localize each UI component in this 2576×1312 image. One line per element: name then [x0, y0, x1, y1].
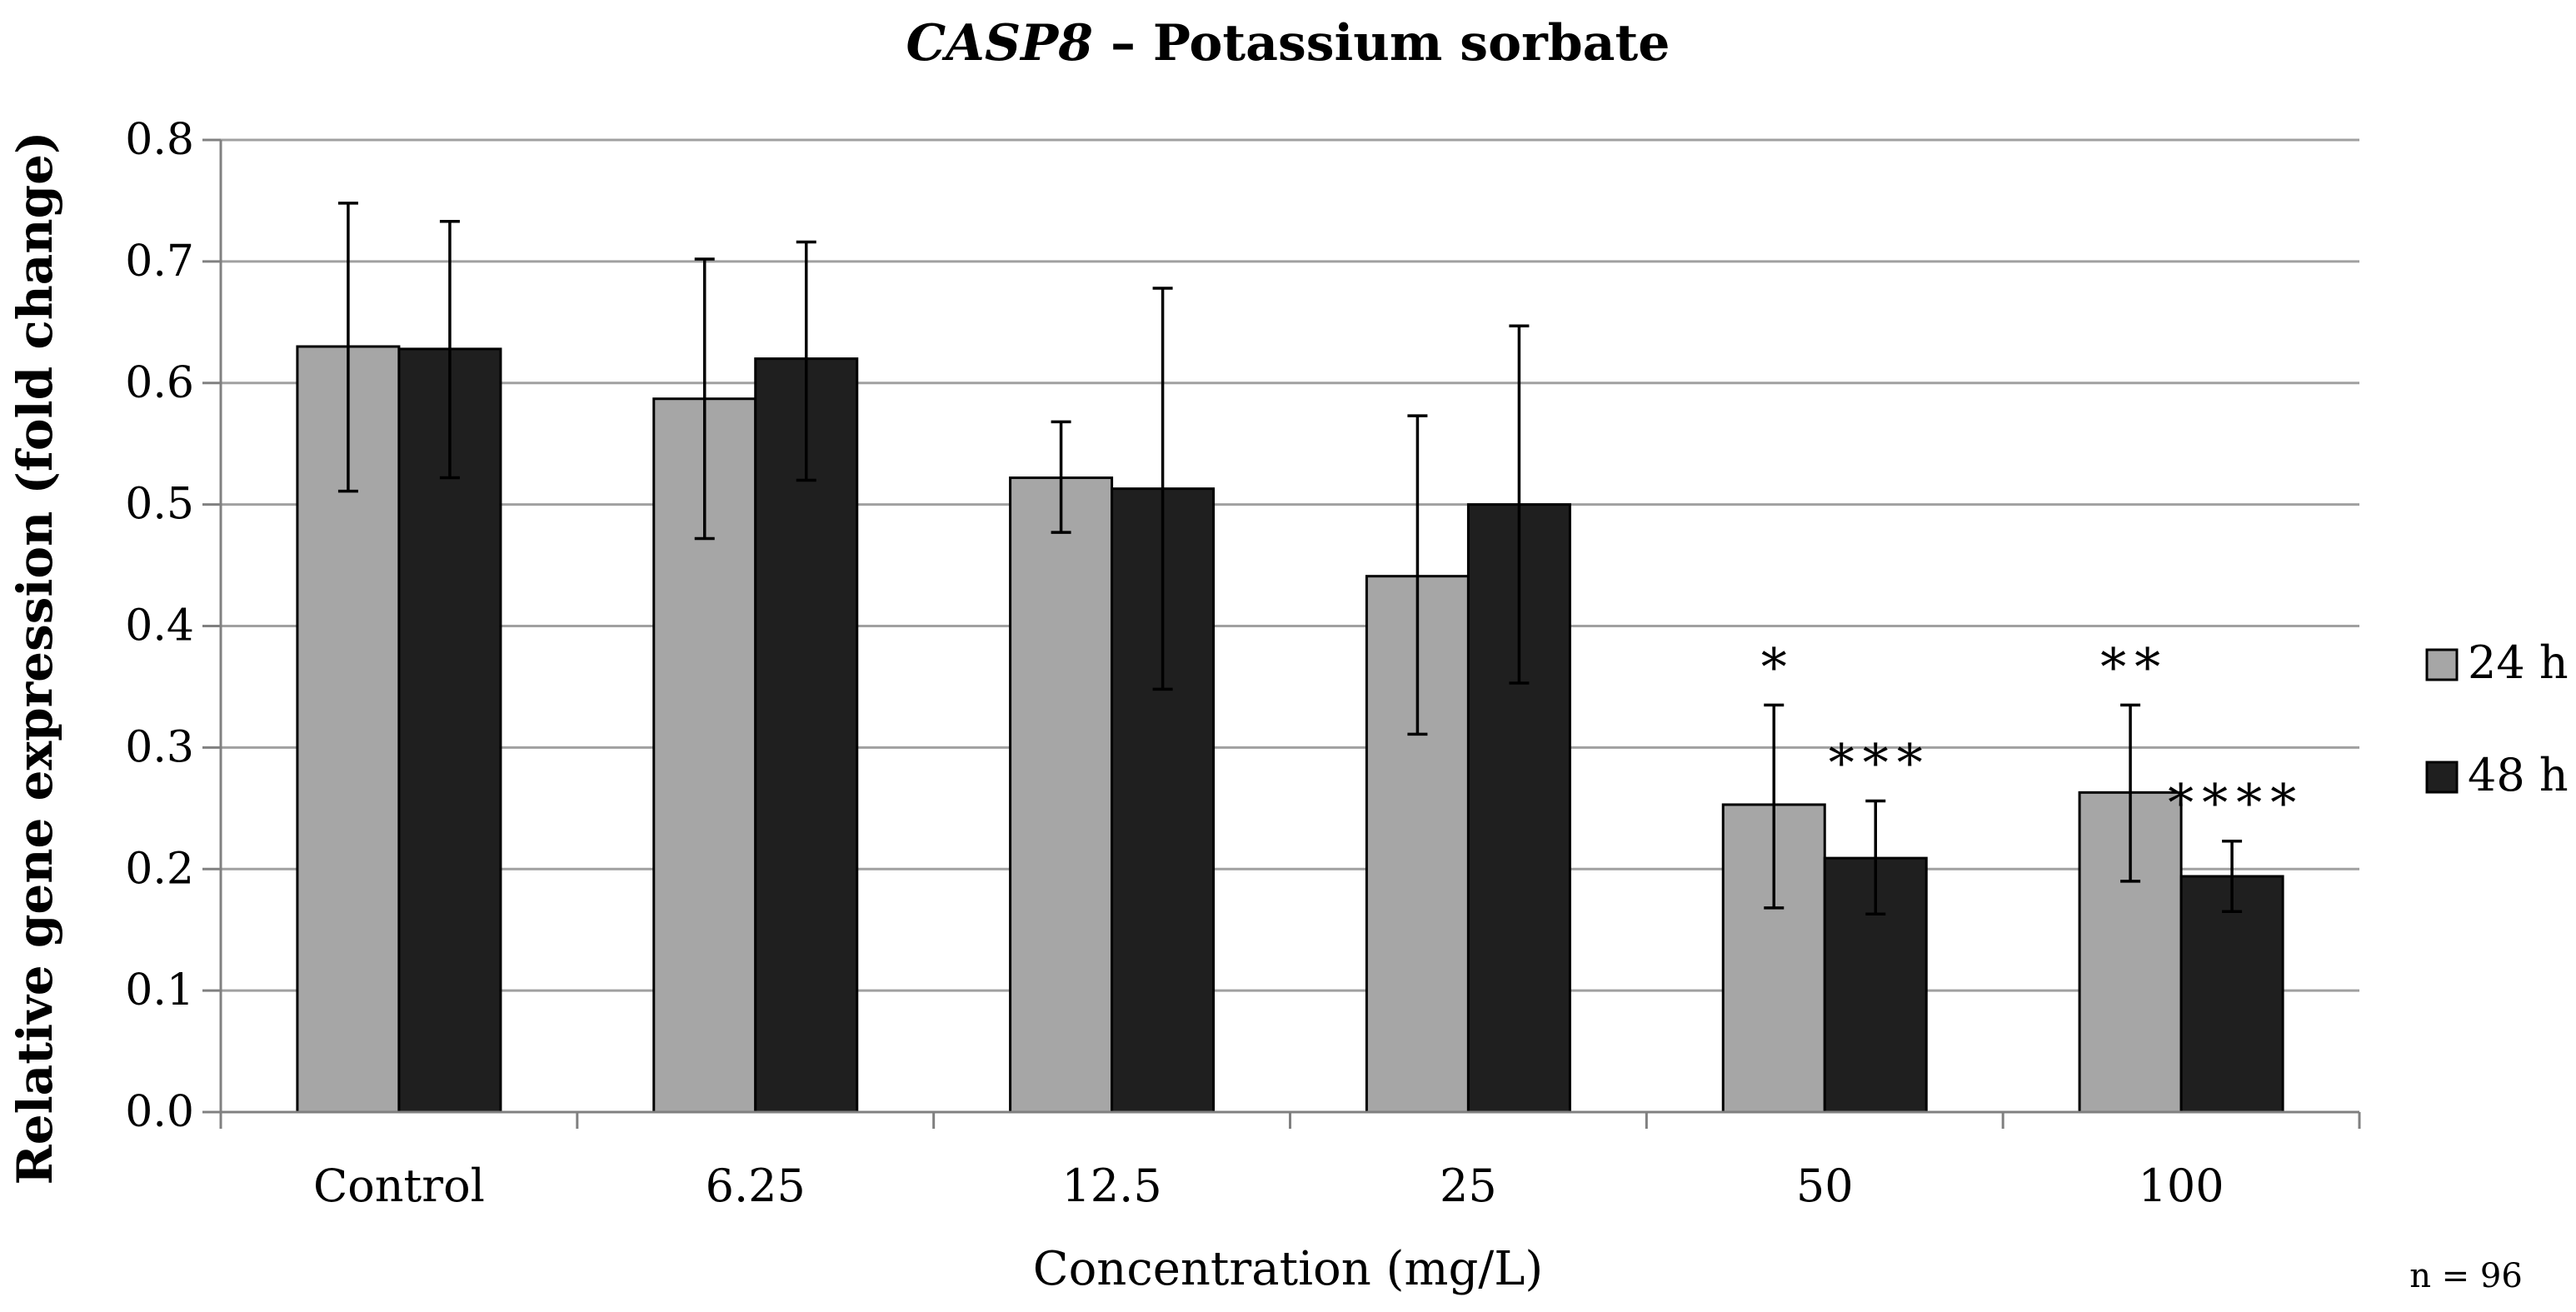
x-axis-categories: Control 6.25 12.5 25 50 100	[313, 1160, 2224, 1212]
y-tick-label: 0.7	[125, 237, 194, 287]
x-tick-label: 100	[2139, 1160, 2224, 1212]
chart-title: CASP8 – Potassium sorbate	[906, 14, 1670, 72]
y-tick-label: 0.5	[125, 480, 194, 530]
y-axis-ticks: 0.0 0.1 0.2 0.3 0.4 0.5 0.6 0.7 0.8	[125, 115, 221, 1137]
significance-marker: ***	[1829, 733, 1931, 794]
error-bars	[337, 202, 2243, 915]
x-axis	[219, 140, 2361, 1129]
legend-label: 48 h	[2468, 749, 2569, 801]
y-tick-label: 0.4	[125, 601, 194, 651]
y-tick-label: 0.2	[125, 844, 194, 894]
significance-markers: * *********	[1761, 636, 2304, 834]
grid	[221, 138, 2359, 992]
significance-marker: ****	[2168, 773, 2304, 834]
y-tick-label: 0.0	[125, 1087, 194, 1137]
bars	[296, 345, 2284, 1114]
x-tick-label: 25	[1440, 1160, 1497, 1212]
significance-marker: *	[1761, 636, 1795, 697]
y-tick-label: 0.3	[125, 722, 194, 772]
legend: 24 h 48 h	[2425, 636, 2569, 801]
legend-label: 24 h	[2468, 636, 2569, 689]
y-tick-label: 0.8	[125, 115, 194, 165]
x-tick-label: 6.25	[706, 1160, 806, 1212]
legend-swatch	[2425, 761, 2459, 794]
legend-swatch	[2425, 648, 2459, 681]
x-tick-label: 12.5	[1061, 1160, 1161, 1212]
sample-size-note: n = 96	[2409, 1257, 2523, 1295]
y-tick-label: 0.6	[125, 358, 194, 408]
x-tick-label: Control	[313, 1160, 485, 1212]
y-tick-label: 0.1	[125, 965, 194, 1015]
chart-title-gene: CASP8	[906, 14, 1094, 72]
x-tick-label: 50	[1796, 1160, 1854, 1212]
significance-marker: **	[2100, 636, 2169, 697]
y-axis-title: Relative gene expression (fold change)	[7, 132, 63, 1185]
bar-24h	[1009, 476, 1114, 1114]
chart-title-compound: – Potassium sorbate	[1093, 14, 1670, 72]
x-axis-title: Concentration (mg/L)	[1033, 1242, 1544, 1296]
